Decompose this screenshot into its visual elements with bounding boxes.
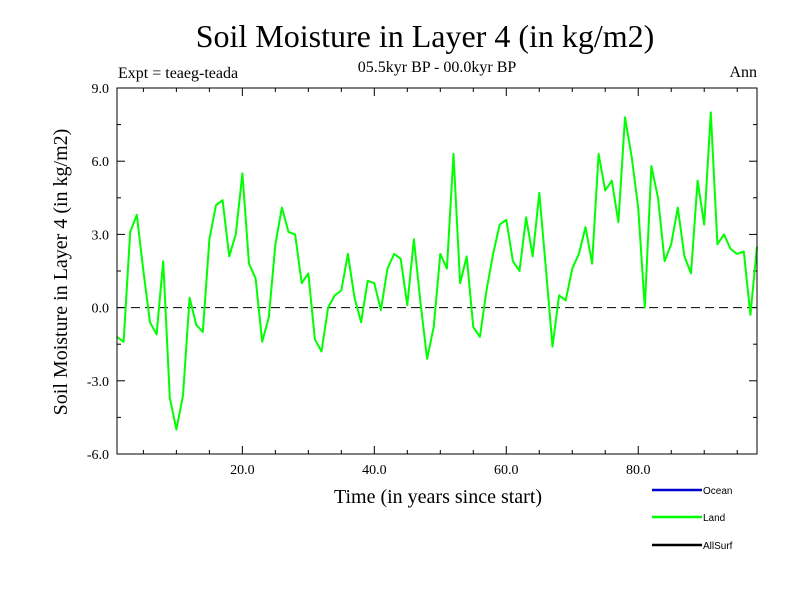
y-tick-label: 6.0 — [92, 155, 110, 170]
legend-label-ocean: Ocean — [703, 486, 732, 497]
x-tick-label: 80.0 — [626, 463, 651, 478]
experiment-label: Expt = teaeg-teada — [118, 65, 238, 82]
x-tick-label: 40.0 — [362, 463, 387, 478]
x-tick-label: 20.0 — [230, 463, 255, 478]
y-tick-label: -3.0 — [87, 375, 109, 390]
x-tick-label: 60.0 — [494, 463, 519, 478]
period-label: Ann — [729, 64, 757, 81]
chart-subtitle: 05.5kyr BP - 00.0kyr BP — [358, 59, 517, 76]
y-axis-ticks: -6.0 -3.0 0.0 3.0 6.0 9.0 — [87, 82, 757, 463]
y-tick-label: 0.0 — [92, 302, 110, 317]
legend-label-land: Land — [703, 513, 725, 524]
plot-frame — [116, 87, 758, 455]
series-layer — [116, 111, 758, 431]
y-tick-label: 9.0 — [92, 82, 110, 97]
legend-label-allsurf: AllSurf — [703, 541, 733, 552]
y-tick-label: -6.0 — [87, 448, 109, 463]
x-axis-ticks: 20.0 40.0 60.0 80.0 — [142, 88, 738, 478]
y-tick-label: 3.0 — [92, 228, 110, 243]
legend: Ocean Land AllSurf — [652, 486, 733, 552]
y-axis-label: Soil Moisture in Layer 4 (in kg/m2) — [50, 129, 72, 416]
x-axis-label: Time (in years since start) — [334, 486, 542, 508]
chart-title: Soil Moisture in Layer 4 (in kg/m2) — [196, 18, 655, 54]
series-line-land — [116, 111, 758, 431]
